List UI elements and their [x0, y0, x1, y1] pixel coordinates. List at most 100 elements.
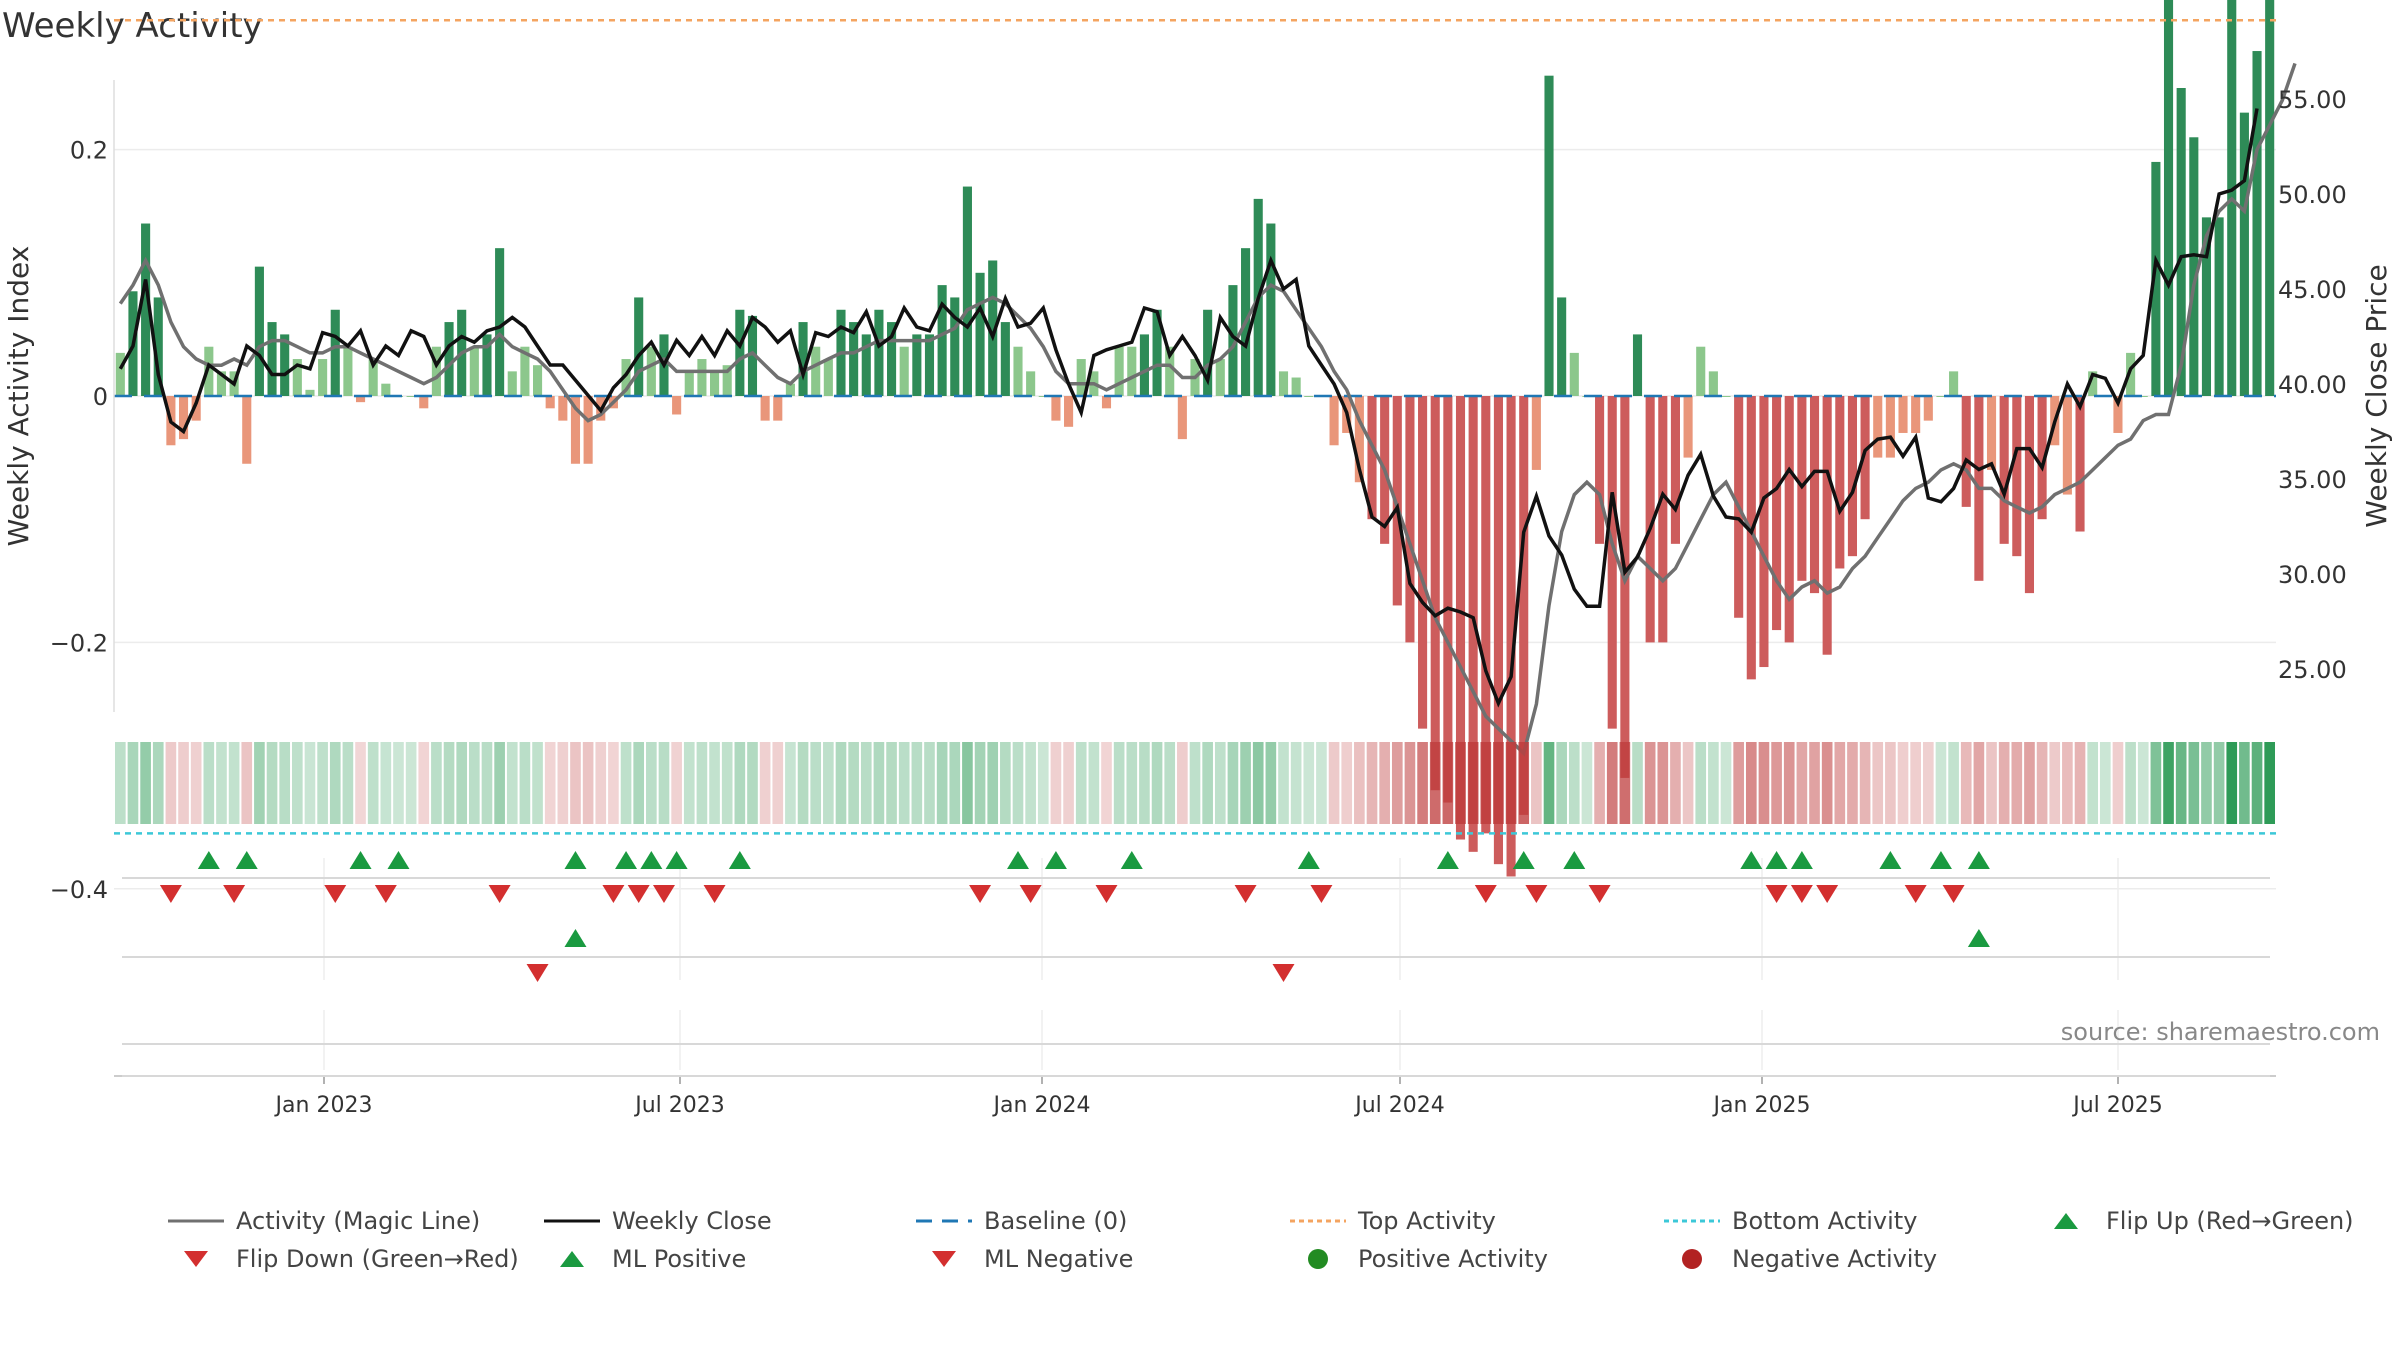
heat-cell — [873, 742, 885, 824]
activity-bar — [2252, 51, 2262, 396]
heat-cell — [228, 742, 240, 824]
activity-bar — [2163, 0, 2174, 396]
heat-cell — [304, 742, 316, 824]
legend-label: Positive Activity — [1358, 1245, 1548, 1273]
legend-item-flip-up: Flip Up (Red→Green) — [2036, 1207, 2354, 1235]
activity-bar — [1557, 297, 1567, 396]
activity-bar — [811, 346, 821, 396]
activity-bar — [1165, 346, 1175, 396]
y-tick-right: 30.00 — [2278, 561, 2347, 589]
activity-bar — [634, 297, 644, 396]
flip-up-marker — [1044, 851, 1067, 869]
activity-bar — [1203, 309, 1213, 396]
activity-bar — [1215, 359, 1225, 396]
heat-cell — [1328, 742, 1340, 824]
heat-cell — [1733, 742, 1744, 824]
activity-bar — [1354, 396, 1364, 483]
flip-down-marker — [703, 885, 726, 903]
heat-cell — [115, 742, 126, 824]
activity-bar — [1519, 396, 1529, 815]
activity-bar — [1531, 396, 1541, 470]
activity-bar — [1923, 396, 1933, 421]
heat-cell — [797, 742, 809, 824]
activity-bar — [2062, 396, 2072, 495]
legend-item-bottom-activity: Bottom Activity — [1662, 1207, 1917, 1235]
heat-cell — [848, 742, 859, 824]
activity-bar — [1607, 396, 1617, 729]
heat-cell — [646, 742, 657, 824]
flip-down-marker — [324, 885, 347, 903]
heat-cell — [190, 742, 202, 824]
activity-bar — [2113, 396, 2123, 433]
heat-cell — [1960, 742, 1972, 824]
legend-swatch-bottom-activity — [1664, 1219, 1720, 1223]
legend-swatch-ml-negative — [932, 1251, 956, 1267]
heat-cell — [1910, 742, 1921, 824]
flip-down-marker — [969, 885, 992, 903]
heat-cell — [2239, 742, 2250, 824]
heat-cell — [2150, 742, 2162, 824]
heat-cell — [759, 742, 771, 824]
activity-bar — [545, 396, 555, 409]
heat-cell — [1543, 742, 1555, 824]
weekly-close-line — [118, 108, 2259, 708]
activity-bar — [495, 248, 505, 396]
activity-bar — [558, 396, 568, 421]
flip-up-marker — [1297, 851, 1320, 869]
heat-cell — [1290, 742, 1302, 824]
heat-cell — [1480, 742, 1492, 824]
flip-up-marker — [1879, 851, 1902, 869]
heat-cell — [1682, 742, 1694, 824]
activity-bar — [1873, 396, 1883, 458]
heat-cell — [1075, 742, 1087, 824]
activity-bar — [381, 383, 391, 396]
y-axis-left-label: Weekly Activity Index — [2, 246, 35, 547]
activity-bar — [444, 322, 454, 396]
activity-bar — [482, 334, 492, 396]
heat-cell — [1113, 742, 1125, 824]
activity-bar — [1809, 396, 1820, 594]
activity-bar — [2151, 161, 2161, 396]
activity-bar — [849, 322, 859, 396]
heat-cell — [241, 742, 253, 824]
activity-bar — [950, 297, 960, 396]
heat-cell — [823, 742, 834, 824]
activity-bar — [2239, 112, 2249, 396]
heat-cell — [506, 742, 518, 824]
heat-cell — [1821, 742, 1833, 824]
heat-cell — [785, 742, 796, 824]
heat-cell — [1177, 742, 1188, 824]
flip-up-marker — [1929, 851, 1952, 869]
flip-up-marker — [387, 851, 410, 869]
legend: Activity (Magic Line) Weekly Close Basel… — [160, 1195, 2360, 1285]
activity-bar — [1481, 396, 1491, 834]
heat-cell — [1518, 742, 1530, 824]
heat-cell — [1708, 742, 1719, 824]
activity-bar — [1898, 396, 1908, 433]
legend-item-flip-down: Flip Down (Green→Red) — [166, 1245, 519, 1273]
heat-cell — [671, 742, 682, 824]
flip-up-marker — [665, 851, 688, 869]
activity-bar — [1304, 396, 1314, 397]
heat-cell — [165, 742, 177, 824]
y-tick-right: 35.00 — [2278, 466, 2347, 494]
activity-bar — [1506, 396, 1516, 877]
heat-cell — [772, 742, 784, 824]
activity-bar — [305, 389, 315, 396]
heat-cell — [721, 742, 733, 824]
source-note: source: sharemaestro.com — [2061, 1018, 2380, 1046]
flip-up-marker — [728, 851, 751, 869]
heat-cell — [2125, 742, 2136, 824]
y-tick-right: 55.00 — [2278, 86, 2347, 114]
activity-bar — [2138, 396, 2148, 397]
heat-cell — [1834, 742, 1846, 824]
heat-cell — [216, 742, 227, 824]
activity-bar — [1544, 75, 1554, 397]
activity-bar — [1620, 396, 1630, 778]
activity-bar — [1266, 223, 1276, 396]
flip-down-marker — [159, 885, 182, 903]
activity-bar — [1114, 346, 1124, 396]
x-tick-label: Jan 2025 — [1712, 1093, 1811, 1118]
heat-cell — [2264, 742, 2275, 824]
activity-bar — [1026, 371, 1036, 396]
